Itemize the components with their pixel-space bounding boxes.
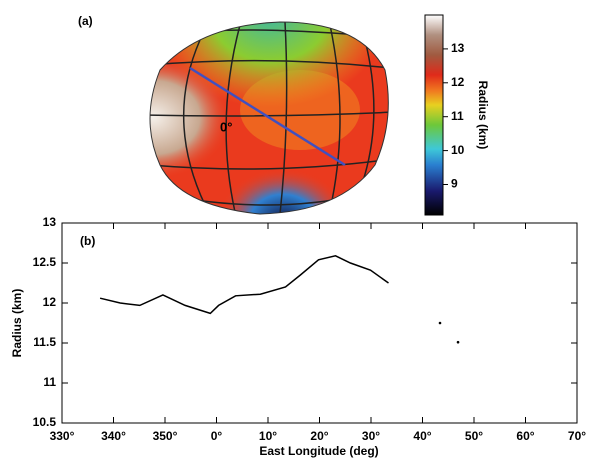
data-point [456, 340, 460, 344]
x-tick-label: 60° [516, 429, 534, 443]
data-point [438, 321, 442, 325]
y-tick-label: 11.5 [33, 335, 56, 349]
colorbar-tick-label: 11 [451, 109, 464, 123]
x-tick-label: 330° [50, 429, 75, 443]
x-tick-label: 50° [465, 429, 483, 443]
y-tick-label: 12.5 [33, 255, 57, 269]
colorbar [424, 14, 444, 216]
y-axis-label: Radius (km) [10, 289, 24, 358]
colorbar-tick-label: 12 [451, 75, 465, 89]
x-tick-label: 30° [362, 429, 380, 443]
y-tick-label: 12 [43, 295, 57, 309]
panel-label: (a) [78, 14, 93, 28]
x-tick-label: 70° [568, 429, 586, 443]
annotation: 0° [220, 119, 232, 134]
globe [150, 22, 389, 214]
plot-frame [61, 222, 578, 424]
colorbar-label: Radius (km) [476, 81, 490, 150]
globe-outline [149, 21, 389, 215]
colorbar-tick-label: 9 [451, 177, 458, 191]
x-tick-label: 40° [413, 429, 431, 443]
panel-label: (b) [80, 234, 95, 248]
x-tick-label: 10° [259, 429, 277, 443]
x-axis-label: East Longitude (deg) [259, 444, 378, 458]
data-line [99, 255, 389, 315]
x-tick-label: 350° [153, 429, 178, 443]
x-tick-label: 20° [310, 429, 328, 443]
y-tick-label: 13 [43, 215, 57, 229]
x-tick-label: 340° [101, 429, 126, 443]
colorbar-tick-label: 13 [451, 41, 465, 55]
y-tick-label: 11 [43, 375, 56, 389]
colorbar-tick-label: 10 [451, 143, 465, 157]
x-tick-label: 0° [211, 429, 223, 443]
y-tick-label: 10.5 [33, 415, 57, 429]
